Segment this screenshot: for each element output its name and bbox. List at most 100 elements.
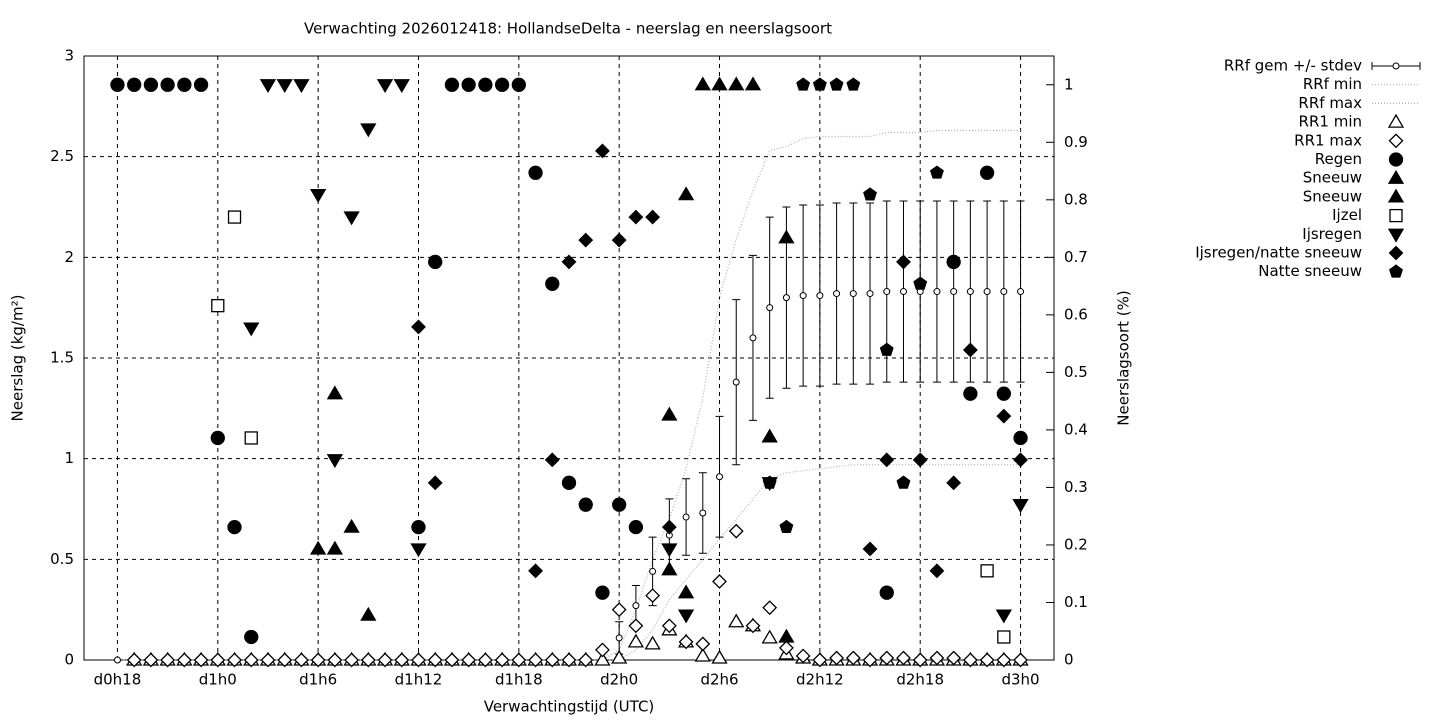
x-tick-label: d1h6 xyxy=(299,671,337,689)
point xyxy=(979,165,995,180)
mean-point xyxy=(983,288,991,296)
point xyxy=(595,143,610,159)
point xyxy=(996,386,1011,401)
point xyxy=(995,609,1012,624)
point xyxy=(160,77,175,92)
legend-symbol xyxy=(1387,169,1405,184)
y2-tick-label: 0.6 xyxy=(1064,305,1088,323)
legend-symbol xyxy=(1388,152,1404,167)
point xyxy=(444,652,460,668)
point xyxy=(812,77,827,91)
point xyxy=(410,543,427,558)
x-tick-label: d2h0 xyxy=(600,671,638,689)
point xyxy=(143,652,159,668)
point xyxy=(728,76,745,91)
legend-label: Ijsregen/natte sneeuw xyxy=(1195,244,1362,262)
point xyxy=(963,386,978,401)
point xyxy=(344,652,360,668)
point xyxy=(428,254,443,270)
point xyxy=(728,613,745,628)
point xyxy=(762,475,777,489)
point xyxy=(996,652,1012,668)
legend-symbol xyxy=(1387,228,1405,243)
mean-point xyxy=(1000,288,1008,296)
point xyxy=(360,606,377,621)
x-tick-label: d1h12 xyxy=(395,671,443,689)
point xyxy=(611,649,628,664)
mean-point xyxy=(849,290,857,298)
legend-label: RR1 min xyxy=(1299,113,1362,131)
point xyxy=(946,475,962,491)
y2-tick-label: 0.7 xyxy=(1064,248,1088,266)
point xyxy=(310,540,327,555)
x-tick-label: d2h18 xyxy=(896,671,944,689)
mean-point xyxy=(632,602,640,610)
y2-tick-label: 0.3 xyxy=(1064,478,1088,496)
point xyxy=(645,209,661,225)
point xyxy=(846,77,861,91)
y-tick-label: 2 xyxy=(64,248,74,266)
y2-tick-label: 0.4 xyxy=(1064,420,1088,438)
point xyxy=(862,652,878,668)
point xyxy=(210,430,225,446)
point xyxy=(461,77,476,92)
point xyxy=(511,652,527,668)
point xyxy=(929,650,945,666)
point xyxy=(745,618,761,634)
point xyxy=(879,342,894,356)
point xyxy=(343,211,360,226)
point xyxy=(360,123,377,138)
point xyxy=(243,322,260,337)
point xyxy=(778,229,795,244)
y-tick-label: 1.5 xyxy=(50,349,74,367)
point xyxy=(628,209,644,225)
point xyxy=(711,649,728,664)
point xyxy=(677,584,695,599)
mean-point xyxy=(799,292,807,300)
point xyxy=(778,640,794,656)
point xyxy=(644,635,661,650)
point xyxy=(1013,430,1028,446)
point xyxy=(259,79,277,94)
point xyxy=(628,618,644,634)
legend-label: Sneeuw xyxy=(1303,169,1362,187)
point xyxy=(611,232,627,248)
mean-point xyxy=(782,294,790,302)
point xyxy=(997,630,1011,644)
x-tick-label: d3h0 xyxy=(1001,671,1039,689)
point xyxy=(879,585,894,600)
mean-point xyxy=(716,473,724,481)
point xyxy=(394,652,410,668)
point xyxy=(393,79,410,94)
point xyxy=(310,652,326,668)
point xyxy=(946,650,962,666)
legend-symbol xyxy=(1392,62,1400,70)
mean-point xyxy=(883,288,891,296)
point xyxy=(913,276,928,290)
point xyxy=(143,77,159,92)
point xyxy=(578,497,593,512)
point xyxy=(980,564,994,578)
mean-point xyxy=(732,378,740,386)
y-tick-label: 1 xyxy=(64,449,74,467)
point xyxy=(761,629,778,644)
point xyxy=(896,650,911,666)
mean-point xyxy=(950,288,958,296)
chart-title: Verwachting 2026012418: HollandseDelta -… xyxy=(304,20,832,38)
point xyxy=(779,519,794,534)
legend-label: Sneeuw xyxy=(1303,187,1362,205)
point xyxy=(427,475,443,491)
point xyxy=(595,585,610,600)
point xyxy=(326,454,343,469)
legend-symbol xyxy=(1389,208,1403,223)
point xyxy=(177,77,192,92)
y-axis-label: Neerslag (kg/m²) xyxy=(9,295,27,422)
point xyxy=(276,79,293,94)
legend-label: RR1 max xyxy=(1294,131,1362,149)
point xyxy=(561,475,577,490)
y-tick-label: 3 xyxy=(64,47,74,65)
y-tick-label: 0.5 xyxy=(50,550,74,568)
point xyxy=(244,431,258,445)
point xyxy=(310,188,327,203)
